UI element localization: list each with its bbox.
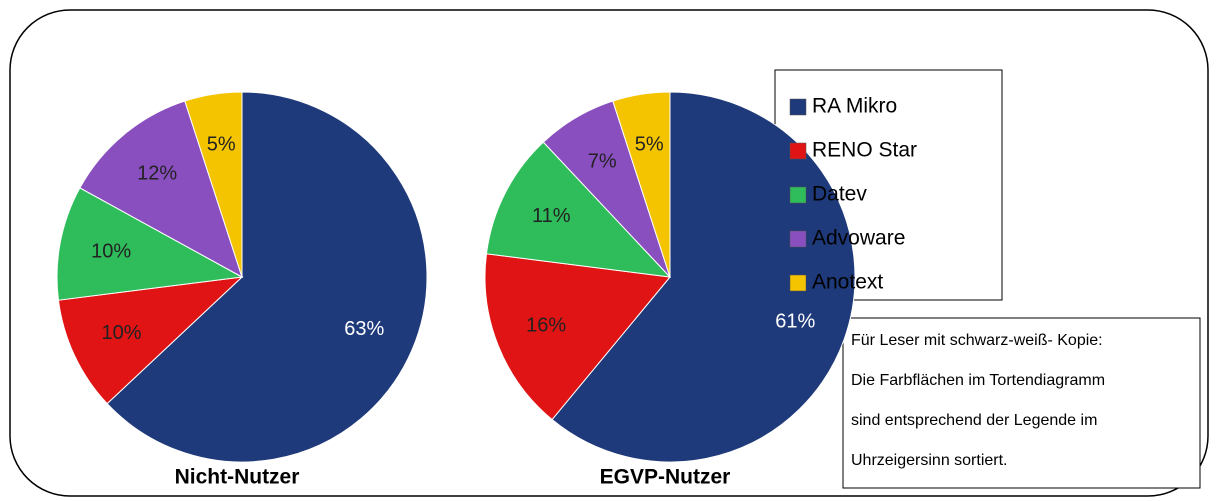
pie-slice	[56, 187, 244, 301]
pie-slice	[484, 253, 671, 421]
note-line: sind entsprechend der Legende im	[851, 412, 1097, 429]
data-label: 16%	[526, 314, 566, 336]
note-box	[842, 317, 1201, 489]
pie-slice	[485, 141, 672, 278]
pie-title: EGVP-Nutzer	[600, 466, 731, 489]
pie-slice	[184, 91, 243, 278]
pie-title: Nicht-Nutzer	[175, 466, 300, 489]
data-label: 10%	[101, 322, 141, 344]
legend-label: RENO Star	[812, 139, 917, 162]
legend-marker	[789, 142, 807, 160]
data-label: 5%	[635, 134, 664, 156]
data-label: 7%	[588, 151, 617, 173]
legend-label: Datev	[812, 183, 867, 206]
legend-marker	[789, 230, 807, 248]
legend-label: Advoware	[812, 227, 905, 250]
pie-slice	[106, 91, 428, 463]
legend-label: RA Mikro	[812, 95, 897, 118]
note-line: Für Leser mit schwarz-weiß- Kopie:	[851, 332, 1103, 349]
data-label: 61%	[775, 310, 815, 332]
note: Für Leser mit schwarz-weiß- Kopie: Die Fa…	[851, 332, 1105, 469]
pie-slice	[551, 91, 856, 463]
note-line: Uhrzeigersinn sortiert.	[851, 452, 1008, 469]
pie-slice	[79, 100, 243, 279]
data-label: 11%	[532, 205, 571, 227]
legend-label: Anotext	[812, 271, 883, 294]
pie-slice	[57, 276, 244, 405]
data-label: 10%	[91, 240, 131, 262]
pie-slice	[612, 91, 671, 278]
data-label: 12%	[137, 163, 177, 185]
legend-marker	[789, 274, 807, 292]
legend-marker	[789, 186, 807, 204]
data-label: 63%	[344, 318, 384, 340]
data-label: 5%	[207, 134, 236, 156]
note-line: Die Farbflächen im Tortendiagramm	[851, 372, 1105, 389]
legend-marker	[789, 98, 807, 116]
